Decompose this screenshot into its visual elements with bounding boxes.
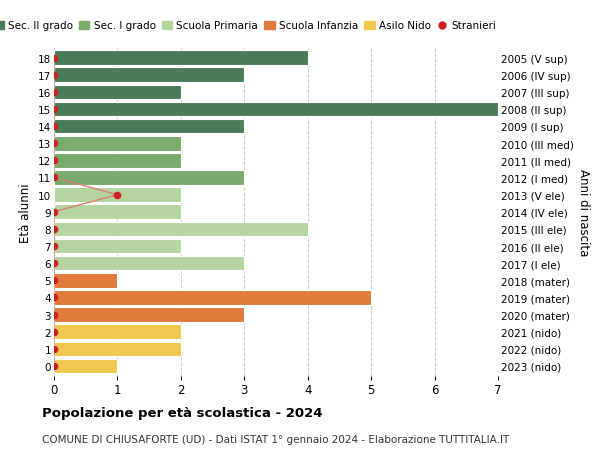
Bar bbox=[54, 188, 181, 202]
Legend: Sec. II grado, Sec. I grado, Scuola Primaria, Scuola Infanzia, Asilo Nido, Stran: Sec. II grado, Sec. I grado, Scuola Prim… bbox=[0, 17, 501, 36]
Y-axis label: Età alunni: Età alunni bbox=[19, 183, 32, 242]
Bar bbox=[54, 359, 118, 373]
Bar bbox=[54, 205, 181, 219]
Bar bbox=[54, 119, 244, 134]
Bar bbox=[54, 154, 181, 168]
Y-axis label: Anni di nascita: Anni di nascita bbox=[577, 169, 590, 256]
Bar bbox=[54, 51, 308, 66]
Bar bbox=[54, 137, 181, 151]
Bar bbox=[54, 222, 308, 237]
Bar bbox=[54, 239, 181, 254]
Bar bbox=[54, 68, 244, 83]
Bar bbox=[54, 171, 244, 185]
Bar bbox=[54, 308, 244, 322]
Bar bbox=[54, 342, 181, 356]
Text: Popolazione per età scolastica - 2024: Popolazione per età scolastica - 2024 bbox=[42, 406, 323, 419]
Bar bbox=[54, 85, 181, 100]
Bar bbox=[54, 256, 244, 271]
Bar bbox=[54, 102, 498, 117]
Bar bbox=[54, 291, 371, 305]
Text: COMUNE DI CHIUSAFORTE (UD) - Dati ISTAT 1° gennaio 2024 - Elaborazione TUTTITALI: COMUNE DI CHIUSAFORTE (UD) - Dati ISTAT … bbox=[42, 434, 509, 444]
Bar bbox=[54, 274, 118, 288]
Bar bbox=[54, 325, 181, 339]
